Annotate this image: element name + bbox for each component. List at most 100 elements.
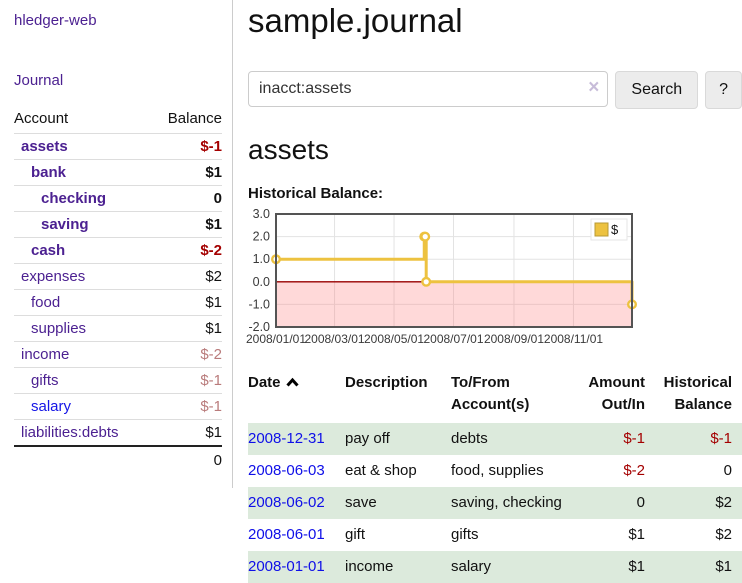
register-header-row: Date Description To/From Account(s) Amou… (248, 370, 742, 423)
sidebar-account-cash[interactable]: cash (31, 242, 66, 259)
accounts-total-balance: 0 (150, 445, 222, 474)
clear-search-icon[interactable]: × (588, 77, 600, 98)
transaction-balance: $2 (715, 493, 732, 511)
account-row: expenses $2 (14, 263, 222, 290)
transaction-accounts: food, supplies (451, 461, 544, 479)
svg-text:-2.0: -2.0 (248, 320, 270, 334)
svg-text:3.0: 3.0 (253, 207, 270, 221)
search-button[interactable]: Search (615, 71, 699, 109)
transaction-date-link[interactable]: 2008-06-03 (248, 461, 325, 479)
sidebar-account-salary[interactable]: salary (31, 398, 72, 415)
register-row: 2008-06-03 eat & shop food, supplies $-2 0 (248, 455, 742, 487)
transaction-accounts: debts (451, 429, 488, 447)
account-balance: $-1 (150, 367, 222, 394)
sidebar-account-expenses[interactable]: expenses (21, 268, 86, 285)
page-title: sample.journal (248, 2, 463, 39)
transaction-balance: $-1 (710, 429, 732, 447)
account-balance: $-2 (150, 237, 222, 264)
svg-text:2008/07/01: 2008/07/01 (423, 332, 483, 346)
accounts-header-balance: Balance (167, 110, 222, 127)
account-row: food $1 (14, 289, 222, 316)
transaction-amount: $-2 (623, 461, 645, 479)
transaction-amount: $-1 (623, 429, 645, 447)
register-table: Date Description To/From Account(s) Amou… (248, 370, 742, 583)
transaction-balance: 0 (723, 461, 732, 479)
help-button[interactable]: ? (705, 71, 742, 109)
register-table-body: 2008-12-31 pay off debts $-1 $-1 2008-06-03 ea… (248, 422, 742, 583)
transaction-description: eat & shop (345, 461, 417, 479)
sidebar-account-bank[interactable]: bank (31, 164, 67, 181)
sidebar-account-saving[interactable]: saving (41, 216, 89, 233)
transaction-description: income (345, 557, 394, 575)
svg-text:1.0: 1.0 (253, 252, 270, 266)
transaction-description: pay off (345, 429, 390, 447)
transaction-balance: $1 (715, 557, 732, 575)
sidebar-account-gifts[interactable]: gifts (31, 372, 59, 389)
account-row: checking 0 (14, 185, 222, 212)
transaction-date-link[interactable]: 2008-06-02 (248, 493, 325, 511)
chart-label: Historical Balance: (248, 185, 384, 202)
sidebar-account-supplies[interactable]: supplies (31, 320, 87, 337)
account-balance: $1 (150, 159, 222, 186)
sidebar-item-journal[interactable]: Journal (14, 72, 64, 89)
sidebar-account-checking[interactable]: checking (41, 190, 107, 207)
accounts-table: Account Balance assets $-1 bank $1 checking 0… (14, 105, 222, 474)
account-row: gifts $-1 (14, 367, 222, 394)
account-balance: $-1 (150, 133, 222, 160)
transaction-balance: $2 (715, 525, 732, 543)
register-header-balance: Historical Balance (663, 374, 732, 413)
account-balance: $1 (150, 419, 222, 446)
register-row: 2008-06-01 gift gifts $1 $2 (248, 519, 742, 551)
historical-balance-chart: $3.0 2.0 1.0 0.0 -1.0 -2.0 2008/01/01 2008/03/0… (246, 207, 742, 346)
transaction-accounts: saving, checking (451, 493, 562, 511)
account-balance: 0 (150, 185, 222, 212)
sidebar-account-income[interactable]: income (21, 346, 70, 363)
transaction-amount: $1 (628, 557, 645, 575)
accounts-header-row: Account Balance (14, 105, 222, 134)
sidebar-account-food[interactable]: food (31, 294, 61, 311)
transaction-date-link[interactable]: 2008-06-01 (248, 525, 325, 543)
transaction-date-link[interactable]: 2008-12-31 (248, 429, 325, 447)
transaction-description: save (345, 493, 377, 511)
main-content: sample.journal × Search ? assets Histori… (233, 0, 742, 583)
accounts-table-body: assets $-1 bank $1 checking 0 saving $1 cash $-2 e… (14, 133, 222, 446)
transaction-date-link[interactable]: 2008-01-01 (248, 557, 325, 575)
account-row: liabilities:debts $1 (14, 419, 222, 446)
account-row: supplies $1 (14, 315, 222, 342)
sidebar-account-assets[interactable]: assets (21, 138, 68, 155)
register-header-date[interactable]: Date (248, 370, 345, 423)
register-row: 2008-12-31 pay off debts $-1 $-1 (248, 422, 742, 455)
account-balance: $2 (150, 263, 222, 290)
account-row: income $-2 (14, 341, 222, 368)
register-row: 2008-01-01 income salary $1 $1 (248, 550, 742, 583)
account-row: assets $-1 (14, 133, 222, 160)
sidebar-account-liabilities-debts[interactable]: liabilities:debts (21, 424, 119, 441)
register-header-amount: Amount Out/In (588, 374, 645, 413)
account-balance: $1 (150, 315, 222, 342)
sidebar: hledger-web Journal Account Balance asse… (0, 0, 233, 488)
account-row: bank $1 (14, 159, 222, 186)
sort-ascending-icon (285, 373, 300, 395)
transaction-accounts: gifts (451, 525, 479, 543)
account-row: cash $-2 (14, 237, 222, 264)
search-input[interactable] (248, 71, 609, 107)
svg-text:2008/11/01: 2008/11/01 (544, 332, 603, 346)
account-row: saving $1 (14, 211, 222, 238)
svg-text:2008/03/01: 2008/03/01 (304, 332, 364, 346)
register-header-description: Description (345, 374, 428, 391)
svg-text:$: $ (611, 222, 619, 237)
transaction-accounts: salary (451, 557, 492, 575)
svg-text:2008/01/01: 2008/01/01 (246, 332, 306, 346)
search-bar: × Search ? (248, 71, 742, 109)
accounts-total-row: 0 (14, 445, 222, 474)
svg-text:2008/09/01: 2008/09/01 (484, 332, 544, 346)
account-balance: $1 (150, 289, 222, 316)
brand-link[interactable]: hledger-web (14, 12, 97, 29)
account-heading: assets (248, 134, 329, 165)
account-balance: $1 (150, 211, 222, 238)
accounts-header-account: Account (14, 110, 69, 127)
svg-text:-1.0: -1.0 (248, 297, 270, 311)
transaction-description: gift (345, 525, 366, 543)
transaction-amount: 0 (636, 493, 645, 511)
